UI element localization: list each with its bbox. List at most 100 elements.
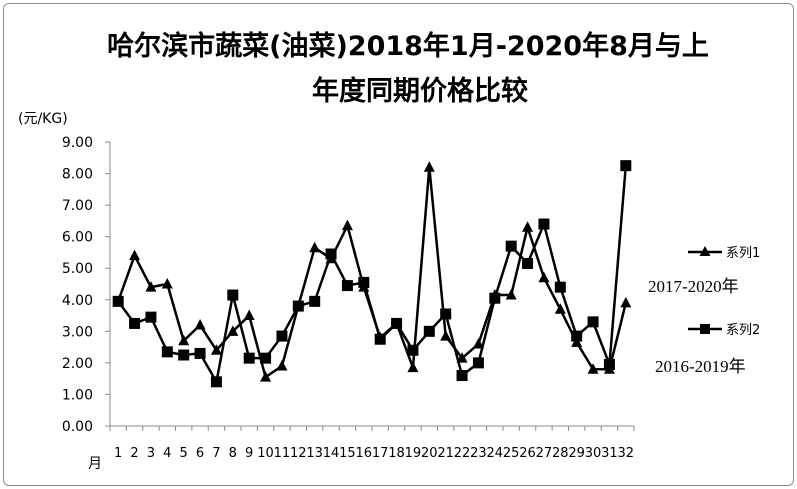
series-2-point	[260, 352, 272, 364]
series-1-line	[117, 165, 628, 379]
series-2-point	[292, 300, 304, 312]
series-2-point	[391, 317, 403, 329]
series-1-point	[178, 334, 190, 346]
x-tick-label: 28	[552, 446, 569, 461]
x-tick-label: 21	[437, 446, 454, 461]
x-tick-label: 23	[470, 446, 487, 461]
series-2-point	[145, 311, 157, 323]
series-1-point	[554, 303, 566, 314]
x-tick-label: 30	[585, 446, 602, 461]
x-axis: 1 2 3 4 5 6 7 8 9 10 11 12 13 14 15 16 17 18 19 20 21 22 23 24 2…	[109, 425, 635, 461]
series-1-period-note: 2017-2020年	[648, 277, 739, 296]
x-tick-label: 20	[421, 446, 438, 461]
y-tick-label: 6.00	[62, 230, 93, 246]
series-2-point	[522, 257, 534, 269]
series-1-point	[145, 281, 157, 292]
x-tick-label: 2	[130, 446, 138, 461]
series-2-point	[210, 376, 222, 388]
series-1-point	[194, 319, 206, 330]
series-1-point	[341, 219, 353, 231]
plot-area	[112, 160, 632, 388]
series-1-point	[505, 289, 517, 300]
x-tick-label: 32	[618, 446, 635, 461]
x-axis-label: 月	[88, 456, 102, 472]
y-tick-label: 7.00	[62, 198, 93, 214]
x-tick-label: 12	[290, 446, 307, 461]
x-tick-label: 15	[339, 446, 356, 461]
chart-title-line1: 哈尔滨市蔬菜(油菜)2018年1月-2020年8月与上	[107, 30, 709, 62]
x-tick-label: 5	[180, 446, 188, 461]
legend: 系列1 2017-2020年 系列2 2016-2019年	[648, 246, 760, 376]
series-2-point	[603, 358, 615, 370]
legend-label-series-2: 系列2	[726, 323, 760, 338]
x-tick-label: 26	[519, 446, 536, 461]
series-2-point	[161, 346, 173, 358]
series-2-point	[440, 308, 452, 320]
legend-marker-series-2	[700, 324, 710, 334]
series-1-point	[227, 325, 239, 336]
series-1-point	[129, 249, 141, 261]
series-1-point	[620, 296, 632, 308]
chart-frame	[3, 3, 794, 486]
series-1-point	[161, 278, 173, 289]
series-1-point	[309, 241, 321, 253]
x-tick-label: 9	[245, 446, 253, 461]
series-2-point	[178, 349, 190, 361]
series-2-point	[554, 281, 566, 293]
series-2-point	[325, 248, 337, 260]
y-axis: 0.00 1.00 2.00 3.00 4.00 5.00 6.00 7.00 8.00 9.00	[62, 135, 111, 435]
series-1-point	[260, 371, 272, 382]
y-tick-label: 9.00	[62, 135, 93, 151]
series-2-point	[276, 330, 288, 342]
y-tick-label: 2.00	[62, 356, 93, 372]
y-axis-label: (元/KG)	[18, 111, 68, 127]
x-tick-label: 24	[487, 446, 504, 461]
y-tick-label: 5.00	[62, 261, 93, 277]
series-2-point	[374, 333, 386, 345]
x-tick-label: 11	[274, 446, 291, 461]
x-tick-label: 7	[212, 446, 220, 461]
x-tick-label: 13	[306, 446, 323, 461]
series-1-point	[243, 309, 255, 321]
series-2-point	[194, 347, 206, 359]
x-tick-label: 1	[114, 446, 122, 461]
series-1-point	[407, 361, 419, 373]
legend-label-series-1: 系列1	[726, 246, 760, 261]
series-1-point	[440, 330, 452, 341]
x-tick-label: 18	[388, 446, 405, 461]
series-2-point	[227, 289, 239, 301]
y-tick-label: 3.00	[62, 324, 93, 340]
series-1-point	[538, 271, 550, 283]
legend-marker-series-1	[699, 246, 711, 256]
y-tick-label: 8.00	[62, 167, 93, 183]
x-tick-label: 17	[372, 446, 389, 461]
series-2-point	[423, 325, 435, 337]
series-1-point	[571, 336, 583, 347]
chart-title-line2: 年度同期价格比较	[312, 75, 528, 107]
x-tick-label: 29	[568, 446, 585, 461]
x-tick-label: 6	[196, 446, 204, 461]
series-2-point	[505, 240, 517, 252]
series-2-point	[112, 295, 124, 307]
x-tick-label: 8	[229, 446, 237, 461]
series-1-point	[522, 221, 534, 232]
x-tick-label: 19	[405, 446, 422, 461]
series-2-point	[129, 317, 141, 329]
x-tick-label: 10	[257, 446, 274, 461]
series-2-point	[456, 370, 468, 382]
y-tick-label: 1.00	[62, 387, 93, 403]
series-2-line	[117, 165, 628, 384]
series-2-point	[620, 160, 632, 172]
x-tick-label: 22	[454, 446, 471, 461]
series-2-point	[407, 344, 419, 356]
series-2-point	[243, 352, 255, 364]
series-1-point	[276, 360, 288, 371]
series-2-period-note: 2016-2019年	[655, 357, 746, 376]
series-2-point	[472, 357, 484, 369]
x-tick-label: 14	[323, 446, 340, 461]
series-1-point	[456, 352, 468, 363]
series-1-point	[210, 344, 222, 355]
series-2-point	[341, 280, 353, 292]
series-2-point	[538, 218, 550, 230]
